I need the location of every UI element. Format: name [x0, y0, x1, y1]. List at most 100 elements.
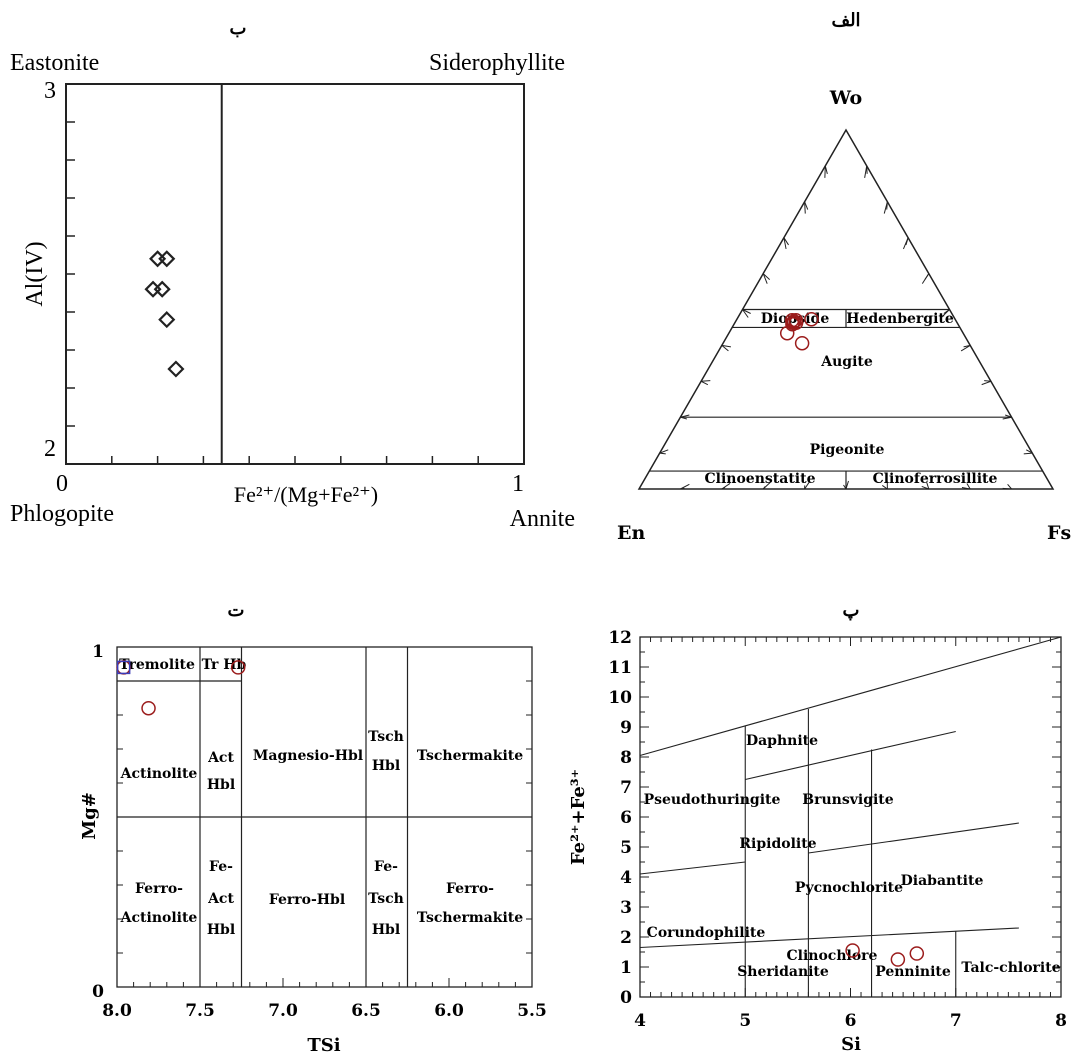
- biotite-data-points: [144, 250, 185, 378]
- panel-label-alef: الف: [831, 10, 860, 31]
- diamond-data-point: [158, 311, 176, 329]
- amphibole-x-tick-labels: 8.0 7.5 7.0 6.5 6.0 5.5: [102, 1001, 547, 1021]
- y-axis-label-mg: Mg#: [79, 792, 100, 840]
- ternary-tick-left: [659, 452, 666, 455]
- x-tick-label: 7.5: [185, 1001, 215, 1021]
- ternary-tick-bottom: [961, 486, 971, 490]
- chlorite-data-point: [909, 946, 925, 961]
- pyroxene-data-point: [779, 325, 795, 341]
- field-label-talc-chlorite: Talc-chlorite: [961, 960, 1060, 976]
- field-label-ferroact: Actinolite: [120, 910, 198, 926]
- field-label-acthbl: Hbl: [207, 777, 235, 793]
- x-tick-label: 8.0: [102, 1001, 132, 1021]
- amphibole-data-point: [141, 700, 156, 716]
- field-label-pycnochlorite: Pycnochlorite: [795, 880, 903, 896]
- pyroxene-data-points: [779, 311, 819, 351]
- ternary-tick-left: [721, 344, 731, 348]
- upper-boundary-line: [639, 636, 1062, 757]
- ternary-tick-left: [721, 345, 729, 352]
- corner-label-siderophyllite: Siderophyllite: [429, 50, 565, 76]
- x-tick-label: 5.5: [517, 1001, 547, 1021]
- field-label-clinoenstatite: Clinoenstatite: [705, 471, 816, 487]
- x-tick-label: 6: [845, 1011, 857, 1031]
- field-label-fe1: Fe-: [209, 859, 233, 875]
- ternary-tick-bottom: [843, 484, 847, 490]
- y-tick-label: 11: [608, 658, 632, 678]
- ternary-tick-left: [700, 380, 709, 386]
- field-label-daphnite: Daphnite: [746, 733, 818, 749]
- field-label-ferro2: Ferro-: [446, 881, 494, 897]
- diamond-data-point: [149, 250, 167, 268]
- x-tick-label: 7: [950, 1011, 962, 1031]
- field-label-clinoferrosillite: Clinoferrosillite: [873, 471, 998, 487]
- ternary-tick-bottom: [845, 480, 849, 490]
- field-label-tschermakite: Tschermakite: [417, 748, 523, 764]
- ternary-tick-left: [742, 309, 751, 314]
- ternary-tick-right: [1002, 416, 1012, 420]
- pycnochlorite-boundary-line: [808, 822, 1019, 854]
- biotite-plot-frame: [65, 83, 525, 465]
- y-tick-label: 1: [620, 958, 632, 978]
- ternary-tick-left: [783, 237, 787, 250]
- y-tick-label: 9: [620, 718, 632, 738]
- y-tick-label: 4: [620, 868, 632, 888]
- biotite-axis-ticks: [66, 121, 479, 464]
- field-label-fehbl2: Hbl: [372, 922, 400, 938]
- ternary-field-boundaries: [649, 308, 1043, 489]
- ternary-tick-right: [960, 344, 971, 352]
- ternary-tick-left: [680, 414, 690, 418]
- field-label-ferro1: Ferro-: [135, 881, 183, 897]
- field-label-brunsvigite: Brunsvigite: [802, 792, 893, 808]
- field-label-ferrohbl: Ferro-Hbl: [269, 892, 345, 908]
- x-tick-label: 8: [1055, 1011, 1067, 1031]
- diamond-data-point: [144, 280, 162, 298]
- field-label-pigeonite: Pigeonite: [810, 442, 885, 458]
- apex-label-en: En: [617, 522, 645, 544]
- y-tick-label-0: 0: [92, 982, 104, 1002]
- panel-amphibole: ت 8.0 7.5 7.0 6.5 6.0 5.5 1 0 TSi Mg# Tremoli…: [79, 600, 547, 1056]
- apex-label-fs: Fs: [1047, 522, 1071, 544]
- ternary-tick-left: [742, 309, 749, 318]
- field-label-tremolite: Tremolite: [119, 657, 195, 673]
- ternary-tick-left: [783, 237, 789, 246]
- panel-biotite: ب Eastonite Siderophyllite Phlogopite An…: [10, 18, 575, 532]
- chlorite-field-boundaries: [639, 636, 1062, 997]
- pyroxene-data-point: [786, 314, 802, 329]
- ternary-tick-left: [680, 416, 687, 420]
- x-tick-label: 6.5: [351, 1001, 381, 1021]
- y-tick-label: 3: [620, 898, 632, 918]
- ternary-tick-right: [940, 309, 950, 318]
- chlorite-plot-frame: [639, 636, 1062, 998]
- y-tick-label-3: 3: [44, 78, 56, 104]
- daphnite-boundary-line: [745, 730, 956, 781]
- ternary-tick-bottom: [762, 486, 766, 490]
- corner-label-eastonite: Eastonite: [10, 50, 99, 76]
- ternary-tick-bottom: [921, 485, 929, 490]
- field-label-hedenbergite: Hedenbergite: [846, 311, 954, 327]
- pyroxene-data-point: [804, 311, 819, 327]
- field-label-fetsch: Tsch: [368, 891, 404, 907]
- field-label-clinochlore: Clinochlore: [787, 948, 878, 964]
- ternary-tick-left: [701, 380, 711, 382]
- amphibole-field-boundaries: [117, 647, 532, 987]
- ternary-tick-left: [762, 273, 768, 284]
- amphibole-square-point: [116, 660, 131, 675]
- y-tick-label: 0: [620, 988, 632, 1008]
- x-tick-label-0: 0: [56, 471, 68, 497]
- ternary-tick-left: [659, 449, 669, 454]
- ternary-tick-bottom: [804, 481, 811, 490]
- field-label-pseudothuringite: Pseudothuringite: [644, 792, 781, 808]
- field-label-tschhbl: Hbl: [372, 758, 400, 774]
- corner-label-phlogopite: Phlogopite: [10, 501, 114, 527]
- field-label-diabantite: Diabantite: [901, 873, 984, 889]
- diamond-data-point: [153, 280, 171, 298]
- field-label-trhb: Tr Hb: [202, 657, 247, 673]
- field-label-corundophilite: Corundophilite: [647, 925, 766, 941]
- chlorite-data-point: [845, 943, 860, 958]
- x-axis-label-fe-ratio: Fe²⁺/(Mg+Fe²⁺): [234, 482, 378, 507]
- ternary-tick-right: [1004, 414, 1012, 418]
- field-label-ferrotsch: Tschermakite: [417, 910, 523, 926]
- ternary-tick-bottom: [926, 482, 930, 490]
- x-axis-label-tsi: TSi: [307, 1035, 340, 1056]
- amphibole-data-point: [230, 660, 246, 675]
